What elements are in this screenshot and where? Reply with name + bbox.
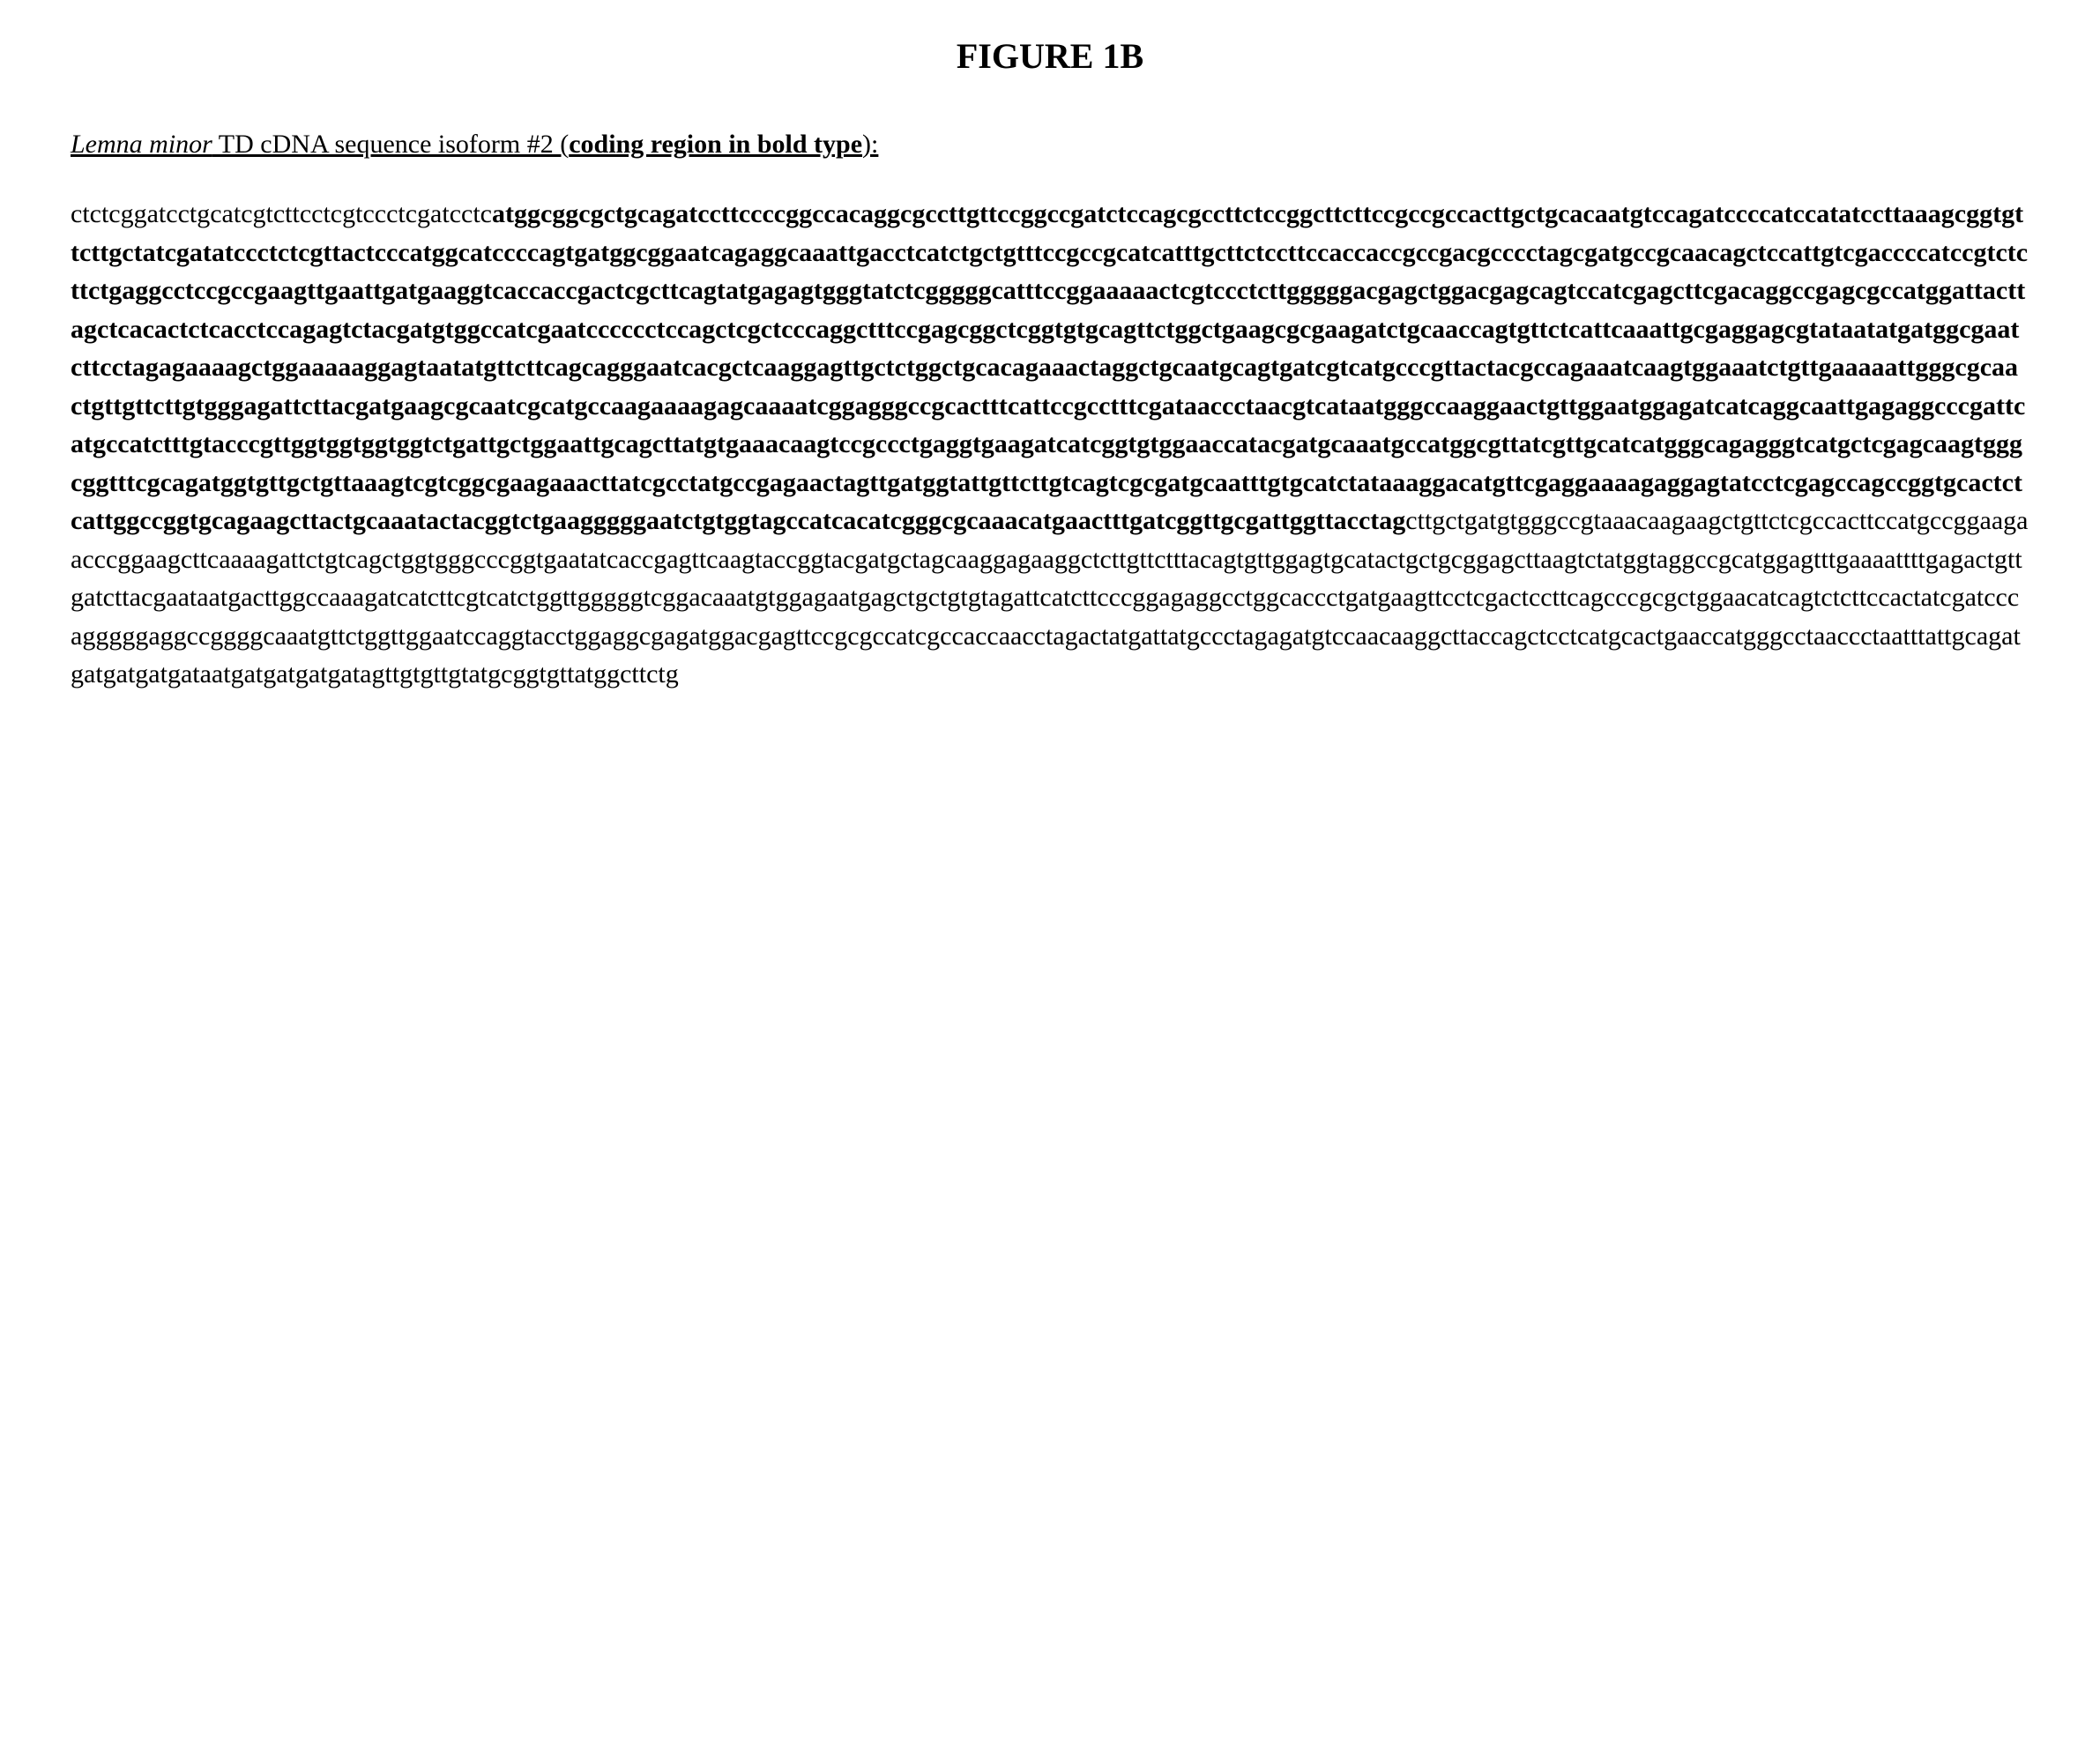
sequence-block: ctctcggatcctgcatcgtcttcctcgtccctcgatcctc… [71, 195, 2029, 694]
sequence-prefix: ctctcggatcctgcatcgtcttcctcgtccctcgatcctc [71, 199, 492, 228]
subtitle-plain: TD cDNA sequence isoform #2 ( [212, 130, 569, 159]
figure-title: FIGURE 1B [71, 35, 2029, 77]
subtitle-close: ): [862, 130, 878, 159]
sequence-coding: atggcggcgctgcagatccttccccggccacaggcgcctt… [71, 199, 2028, 535]
figure-subtitle: Lemna minor TD cDNA sequence isoform #2 … [71, 130, 2029, 160]
species-name: Lemna minor [71, 130, 212, 159]
subtitle-bold: coding region in bold type [569, 130, 862, 159]
